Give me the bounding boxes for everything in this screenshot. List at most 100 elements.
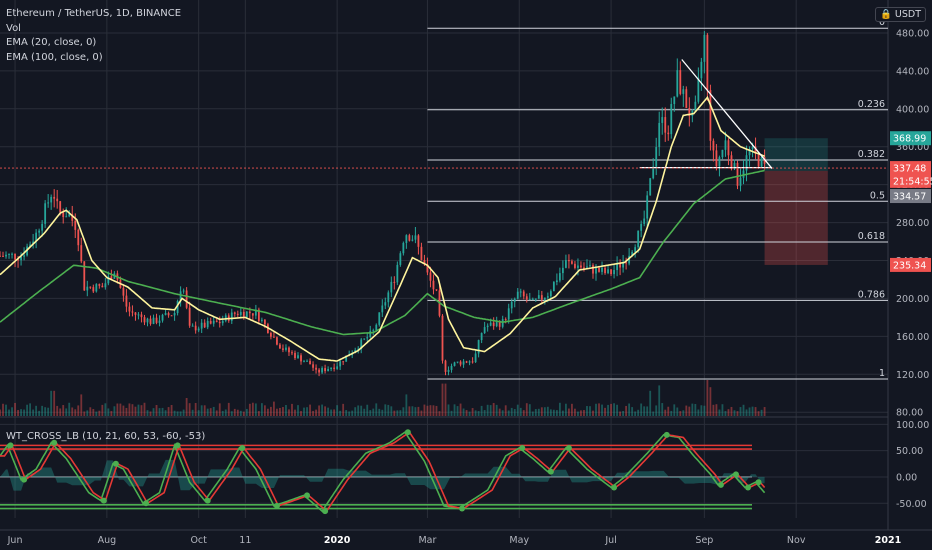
candle-body [158,320,161,323]
volume-bar [504,405,507,416]
volume-bar [733,410,736,416]
oscillator-legend[interactable]: WT_CROSS_LB (10, 21, 60, 53, -60, -53) [6,431,206,442]
candle-body [137,314,140,316]
volume-bar [549,409,552,416]
volume-bar [92,409,95,416]
volume-bar [396,410,399,416]
price-tick-label: 120.00 [896,370,929,381]
target-zone[interactable] [764,138,828,171]
candle-body [38,230,41,233]
volume-bar [522,410,525,416]
candle-body [98,284,101,286]
volume-bar [501,410,504,416]
volume-bar [480,405,483,416]
volume-bar [357,405,360,416]
volume-bar [667,406,670,416]
volume-bar [712,404,715,416]
trendline[interactable] [681,59,773,169]
price-label-box[interactable] [890,189,931,204]
volume-bar [279,407,281,416]
volume-bar [688,406,691,416]
legend-ema-100[interactable]: EMA (100, close, 0) [6,51,103,63]
volume-bar [306,407,308,416]
volume-bar [89,407,92,416]
volume-bar [125,407,128,416]
volume-bar [276,408,278,416]
volume-bar [212,406,215,416]
candle-body [65,216,68,218]
candle-body [233,312,236,314]
candle-body [540,295,543,300]
candle-body [477,340,480,354]
wt-cross-dot [519,445,526,451]
legend-volume[interactable]: Vol [6,22,21,34]
volume-bar [525,403,528,416]
candle-body [390,281,393,293]
volume-bar [2,403,4,416]
candle-body [333,367,336,369]
candle-body [375,324,378,331]
volume-bar [423,404,426,416]
candle-body [167,313,170,316]
volume-bar [369,410,372,416]
candle-body [748,148,751,156]
candle-body [125,295,128,307]
volume-bar [760,409,763,416]
volume-bar [625,405,628,416]
wt-cross-dot [322,508,329,515]
volume-bar [727,409,730,416]
fibonacci-retracement[interactable]: 0 0.236 0.382 0.5 0.618 0.786 1 [427,17,888,380]
candle-body [47,202,50,204]
volume-bar [649,390,652,416]
candle-body [101,285,104,288]
price-label-box[interactable] [890,161,931,176]
candle-body [245,311,248,318]
position-tool[interactable] [764,138,828,265]
volume-bar [519,407,522,416]
volume-bar [583,409,585,416]
price-label-box[interactable] [890,257,931,272]
candle-body [14,253,16,260]
candle-body [486,325,489,328]
volume-bar [56,405,59,416]
candle-body [173,313,176,316]
candle-body [667,132,670,135]
candle-body [742,170,745,178]
volume-bar [402,407,405,416]
candle-body [53,196,56,199]
candle-body [5,254,7,257]
legend-ema-20[interactable]: EMA (20, close, 0) [6,37,97,48]
volume-bar [260,403,263,416]
volume-bar [673,404,676,416]
volume-bar [32,409,35,416]
volume-bar [495,404,498,416]
price-label-box[interactable] [890,131,931,146]
price-label-box[interactable] [890,173,931,188]
volume-bar [546,406,549,416]
volume-bar [537,408,540,416]
volume-bar [465,410,468,416]
volume-bar [170,405,173,416]
volume-bar [164,410,167,416]
volume-bar [420,410,423,416]
ema-lines [0,95,765,362]
stop-zone[interactable] [764,170,828,265]
volume-bar [327,407,330,416]
trend-drawings[interactable] [0,59,888,169]
time-tick-label: Oct [190,535,207,546]
symbol-title[interactable]: Ethereum / TetherUS, 1D, BINANCE [6,8,182,19]
fib-level-label: 0.5 [870,190,885,201]
price-axis[interactable]: 80.00120.00160.00200.00240.00280.00320.0… [890,28,932,510]
volume-bar [236,409,239,416]
time-axis[interactable]: Jun Aug Oct 11 2020 Mar May Jul Sep Nov 2021 [7,535,902,546]
currency-unit-button[interactable]: 🔒 USDT [875,7,926,22]
volume-bar [670,410,673,416]
candle-body [640,223,643,231]
candle-body [760,157,763,167]
candle-body [583,267,585,269]
wt-cross-dot [100,497,107,504]
volume-bar [378,408,381,416]
candle-body [631,251,634,256]
volume-bar [143,402,146,416]
